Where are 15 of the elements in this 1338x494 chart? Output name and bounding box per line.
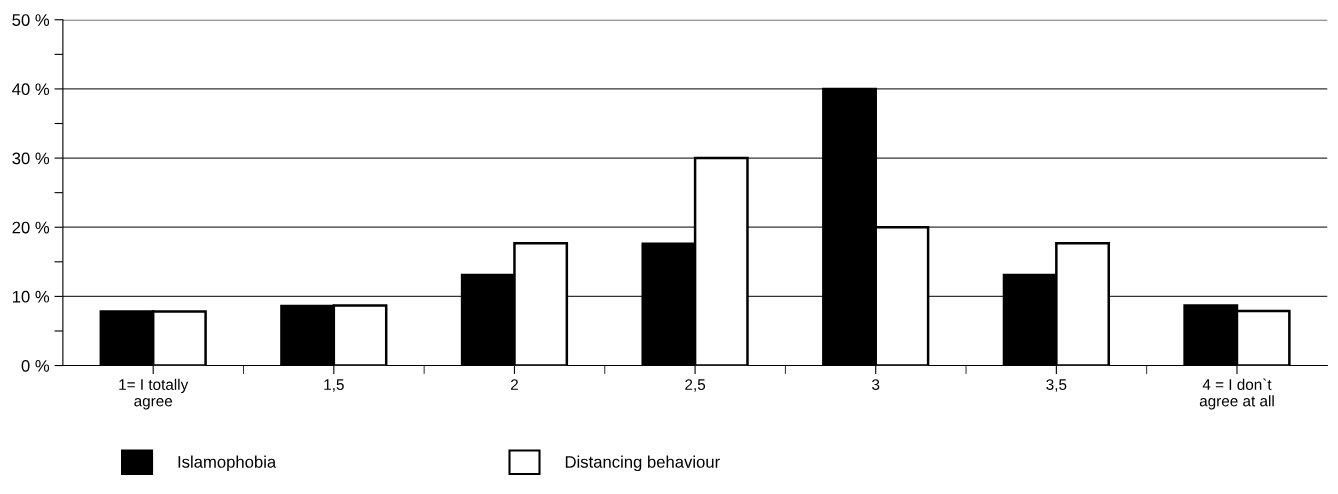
x-tick-label: 2 [510, 379, 518, 390]
y-tick-label: 50 % [12, 14, 50, 26]
y-tick-label: 10 % [12, 290, 50, 303]
x-tick-label: 1,5 [324, 379, 344, 392]
y-tick-label: 30 % [12, 152, 50, 165]
x-tick-label: 4 = I don`t agree at all [1199, 378, 1274, 410]
x-tick-label: 3,5 [1046, 379, 1067, 392]
x-tick-label: 3 [872, 379, 880, 390]
x-tick-label: 1= I totally agree [119, 378, 189, 410]
legend-label: Distancing behaviour [565, 455, 720, 472]
y-tick-label: 40 % [12, 83, 50, 96]
x-tick-label: 2,5 [685, 379, 706, 392]
y-tick-label: 20 % [12, 221, 50, 234]
y-tick-label: 0 % [21, 359, 50, 372]
legend-label: Islamophobia [178, 455, 277, 472]
